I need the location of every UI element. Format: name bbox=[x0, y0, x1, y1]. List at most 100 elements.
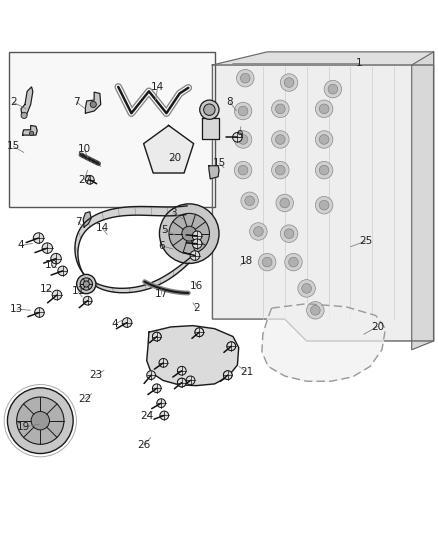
Circle shape bbox=[192, 239, 202, 248]
Text: 3: 3 bbox=[170, 208, 177, 218]
Circle shape bbox=[240, 74, 250, 83]
Circle shape bbox=[227, 342, 236, 351]
Circle shape bbox=[169, 213, 209, 254]
Circle shape bbox=[307, 302, 324, 319]
Circle shape bbox=[319, 104, 329, 114]
Text: 12: 12 bbox=[40, 284, 53, 294]
Circle shape bbox=[298, 280, 315, 297]
Circle shape bbox=[315, 100, 333, 118]
Circle shape bbox=[234, 102, 252, 120]
Circle shape bbox=[276, 194, 293, 212]
Circle shape bbox=[315, 161, 333, 179]
Text: 14: 14 bbox=[151, 82, 164, 92]
Circle shape bbox=[160, 411, 169, 420]
Circle shape bbox=[238, 165, 248, 175]
Circle shape bbox=[31, 411, 49, 430]
Circle shape bbox=[152, 332, 161, 341]
Text: 4: 4 bbox=[18, 240, 25, 251]
Circle shape bbox=[250, 223, 267, 240]
Circle shape bbox=[177, 366, 186, 375]
Polygon shape bbox=[21, 87, 33, 118]
Polygon shape bbox=[412, 52, 434, 350]
Circle shape bbox=[190, 251, 200, 260]
Circle shape bbox=[289, 257, 298, 267]
Circle shape bbox=[258, 253, 276, 271]
Polygon shape bbox=[209, 166, 219, 179]
Circle shape bbox=[276, 104, 285, 114]
Circle shape bbox=[21, 112, 27, 118]
Circle shape bbox=[276, 135, 285, 144]
Polygon shape bbox=[147, 326, 239, 386]
Circle shape bbox=[77, 274, 96, 294]
Circle shape bbox=[35, 308, 44, 317]
Text: 20: 20 bbox=[169, 153, 182, 163]
Text: 18: 18 bbox=[240, 256, 253, 266]
Circle shape bbox=[182, 226, 197, 241]
Text: 21: 21 bbox=[240, 367, 253, 377]
Circle shape bbox=[234, 131, 252, 148]
Circle shape bbox=[272, 161, 289, 179]
Circle shape bbox=[227, 342, 236, 351]
Text: 6: 6 bbox=[159, 241, 166, 251]
Text: 7: 7 bbox=[74, 217, 81, 227]
Circle shape bbox=[204, 104, 215, 115]
Circle shape bbox=[324, 80, 342, 98]
Circle shape bbox=[51, 253, 61, 264]
Circle shape bbox=[272, 100, 289, 118]
Circle shape bbox=[186, 376, 195, 385]
Circle shape bbox=[234, 161, 252, 179]
Text: 15: 15 bbox=[7, 141, 20, 151]
Circle shape bbox=[159, 359, 168, 367]
Text: 9: 9 bbox=[236, 130, 243, 140]
Circle shape bbox=[29, 131, 34, 135]
Circle shape bbox=[177, 378, 186, 387]
Text: 2: 2 bbox=[193, 303, 200, 313]
Circle shape bbox=[58, 266, 67, 276]
Circle shape bbox=[276, 165, 285, 175]
Polygon shape bbox=[144, 125, 194, 173]
Circle shape bbox=[83, 281, 89, 287]
Polygon shape bbox=[85, 92, 101, 113]
Circle shape bbox=[272, 131, 289, 148]
Text: 1: 1 bbox=[356, 58, 363, 68]
Circle shape bbox=[237, 69, 254, 87]
Text: 4: 4 bbox=[111, 319, 118, 329]
Circle shape bbox=[159, 204, 219, 263]
Circle shape bbox=[152, 384, 161, 393]
Circle shape bbox=[90, 101, 96, 108]
Text: 10: 10 bbox=[78, 144, 91, 154]
Text: 17: 17 bbox=[155, 289, 168, 298]
Text: 16: 16 bbox=[190, 281, 203, 291]
Text: 5: 5 bbox=[161, 225, 168, 235]
Text: 24: 24 bbox=[140, 411, 153, 421]
Polygon shape bbox=[23, 125, 37, 135]
Circle shape bbox=[284, 78, 294, 87]
Text: 23: 23 bbox=[89, 370, 102, 380]
Circle shape bbox=[319, 165, 329, 175]
Text: 20: 20 bbox=[371, 321, 384, 332]
Circle shape bbox=[245, 196, 254, 206]
Circle shape bbox=[315, 131, 333, 148]
Text: 26: 26 bbox=[137, 440, 150, 450]
Circle shape bbox=[192, 231, 202, 241]
Circle shape bbox=[223, 371, 232, 379]
Circle shape bbox=[280, 225, 298, 243]
Circle shape bbox=[302, 284, 311, 293]
Text: 13: 13 bbox=[10, 304, 23, 314]
Polygon shape bbox=[202, 118, 219, 140]
Polygon shape bbox=[83, 212, 91, 227]
Circle shape bbox=[157, 399, 166, 408]
Bar bbox=[9, 52, 215, 207]
Circle shape bbox=[177, 378, 186, 387]
Text: 8: 8 bbox=[226, 97, 233, 107]
Circle shape bbox=[85, 175, 94, 184]
Polygon shape bbox=[212, 52, 434, 65]
Circle shape bbox=[233, 133, 242, 142]
Circle shape bbox=[17, 397, 64, 445]
Circle shape bbox=[52, 290, 62, 300]
Polygon shape bbox=[75, 206, 190, 293]
Circle shape bbox=[280, 198, 290, 208]
Text: 22: 22 bbox=[78, 394, 91, 404]
Circle shape bbox=[33, 233, 44, 243]
Text: 2: 2 bbox=[10, 97, 17, 107]
